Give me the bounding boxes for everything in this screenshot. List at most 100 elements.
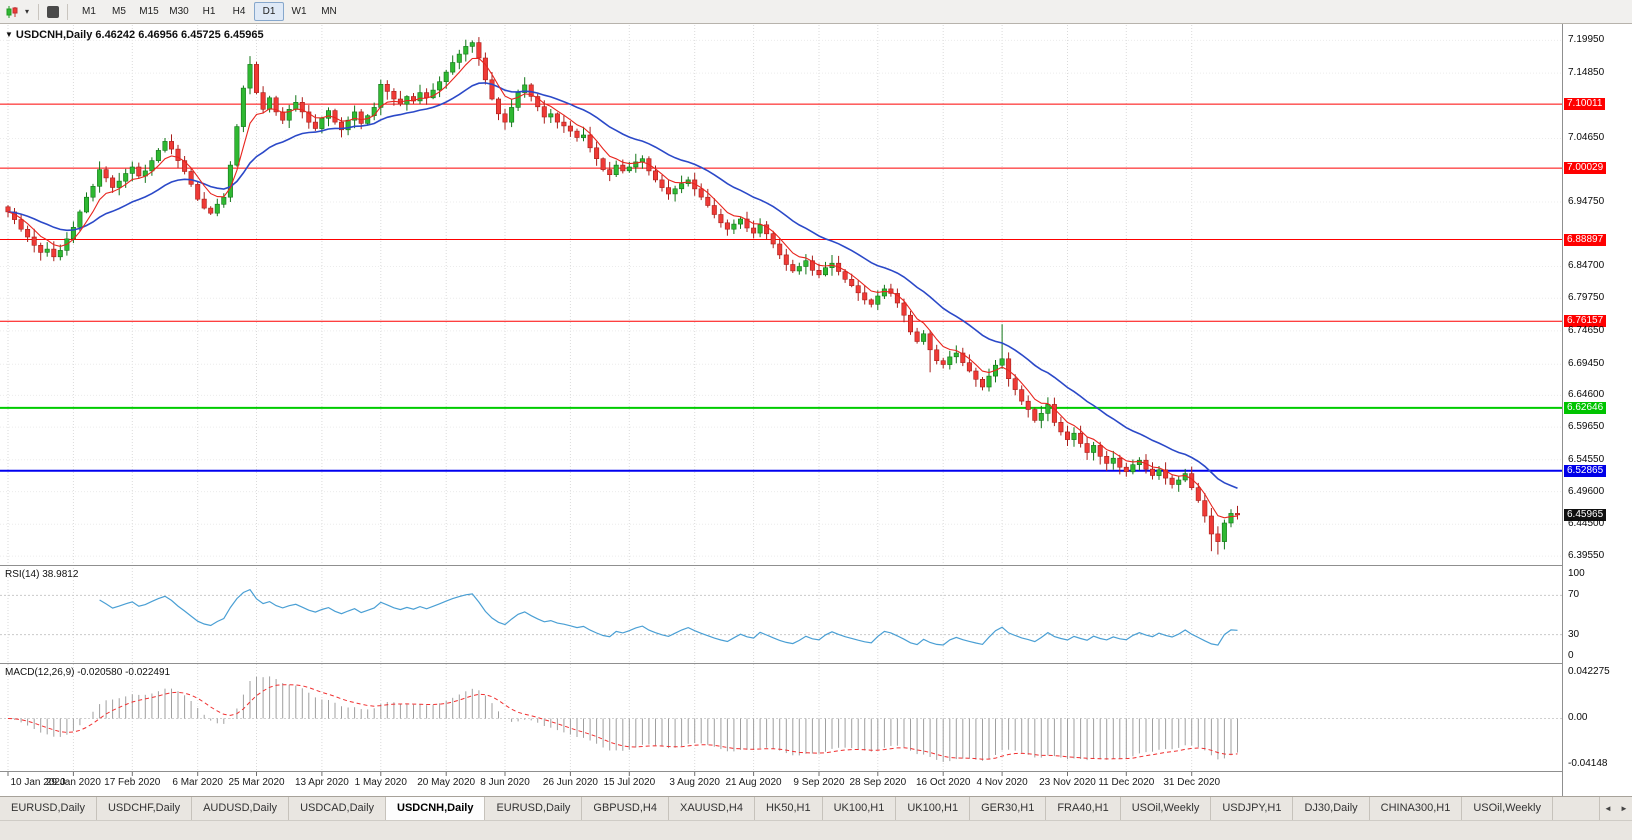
timeframe-button-m15[interactable]: M15 <box>139 6 159 17</box>
chart-symbol-label: USDCNH,Daily <box>15 29 93 41</box>
price-axis-label: 6.94750 <box>1568 195 1605 207</box>
chart-tab[interactable]: HK50,H1 <box>755 797 823 820</box>
date-label: 25 Mar 2020 <box>228 777 285 788</box>
timeframe-buttons: M1 M5 M15 M30 H1 H4 D1 W1 MN <box>74 2 344 21</box>
dropdown-caret-icon[interactable]: ▾ <box>24 7 29 16</box>
price-axis-label: 6.64600 <box>1568 389 1605 401</box>
price-axis-label: 6.39550 <box>1568 550 1605 562</box>
chart-tab[interactable]: USDCNH,Daily <box>386 797 486 820</box>
chart-canvas[interactable] <box>0 0 1632 796</box>
rsi-line <box>99 588 1238 646</box>
date-label: 21 Aug 2020 <box>725 777 782 788</box>
chart-tab[interactable]: CHINA300,H1 <box>1370 797 1463 820</box>
chart-tab[interactable]: USOil,Weekly <box>1121 797 1212 820</box>
bottom-filler <box>0 820 1632 840</box>
time-scale[interactable]: 10 Jan 2020 29 Jan 2020 17 Feb 2020 6 Mar 2… <box>0 772 1562 796</box>
date-label: 28 Sep 2020 <box>849 777 907 788</box>
price-axis-label: 6.52865 <box>1564 464 1607 477</box>
price-axis-label: 6.74650 <box>1568 324 1605 336</box>
price-axis-label: 6.49600 <box>1568 485 1605 497</box>
date-label: 17 Feb 2020 <box>104 777 161 788</box>
timeframe-button-m1[interactable]: M1 <box>82 6 96 17</box>
macd-indicator-label: MACD(12,26,9) -0.020580 -0.022491 <box>5 667 171 678</box>
date-label: 10 Jan 2020 <box>10 777 66 788</box>
price-axis-label: 6.84700 <box>1568 260 1605 272</box>
date-label: 16 Oct 2020 <box>915 777 971 788</box>
date-label: 26 Jun 2020 <box>542 777 598 788</box>
chart-tab[interactable]: DJ30,Daily <box>1293 797 1370 820</box>
price-axis-label: 6.44500 <box>1568 518 1605 530</box>
rsi-axis-label: 100 <box>1568 568 1585 579</box>
chart-tab[interactable]: UK100,H1 <box>896 797 971 820</box>
chart-tab[interactable]: USOil,Weekly <box>1462 797 1553 820</box>
date-label: 15 Jul 2020 <box>603 777 656 788</box>
toolbar-separator <box>67 3 68 20</box>
chart-tab[interactable]: XAUUSD,H4 <box>669 797 755 820</box>
chart-tabbar: EURUSD,Daily USDCHF,Daily AUDUSD,Daily USDC… <box>0 796 1632 820</box>
timeframe-button-h4[interactable]: H4 <box>232 6 246 17</box>
date-label: 20 May 2020 <box>417 777 476 788</box>
timeframe-button-w1[interactable]: W1 <box>291 6 307 17</box>
current-price-label: 6.45965 <box>1564 508 1607 521</box>
date-label: 6 Mar 2020 <box>172 777 223 788</box>
macd-signal-line <box>7 684 1238 760</box>
date-label: 11 Dec 2020 <box>1098 777 1155 788</box>
price-axis-label: 6.88897 <box>1564 233 1607 246</box>
chart-tab[interactable]: UK100,H1 <box>823 797 897 820</box>
price-axis-label: 6.69450 <box>1568 358 1605 370</box>
rsi-indicator-label: RSI(14) 38.9812 <box>5 569 79 580</box>
chart-tab[interactable]: USDCAD,Daily <box>289 797 387 820</box>
ma-fast-line <box>7 57 1238 519</box>
toolbar-separator <box>38 3 39 20</box>
chart-tabs: EURUSD,Daily USDCHF,Daily AUDUSD,Daily USDC… <box>0 797 1632 820</box>
chart-tab[interactable]: EURUSD,Daily <box>485 797 583 820</box>
date-label: 3 Aug 2020 <box>669 777 720 788</box>
macd-histogram <box>14 676 1238 762</box>
candlestick-chart-icon[interactable] <box>4 4 20 20</box>
price-axis-label: 6.54550 <box>1568 453 1605 465</box>
chart-tab[interactable]: USDJPY,H1 <box>1211 797 1294 820</box>
date-label: 9 Sep 2020 <box>793 777 845 788</box>
timeframe-button-m30[interactable]: M30 <box>169 6 189 17</box>
chart-title: ▼ USDCNH,Daily 6.46242 6.46956 6.45725 6.… <box>5 29 264 41</box>
ma-slow-line <box>7 82 1238 489</box>
price-axis-label: 7.14850 <box>1568 67 1605 79</box>
timeframes-toolbar: ▾ M1 M5 M15 M30 H1 H4 D1 W1 MN <box>0 0 1632 24</box>
timeframe-button-h1[interactable]: H1 <box>202 6 216 17</box>
rsi-axis-label: 70 <box>1568 589 1580 601</box>
chart-tab[interactable]: AUDUSD,Daily <box>192 797 290 820</box>
chart-tab[interactable]: EURUSD,Daily <box>0 797 97 820</box>
price-scale[interactable]: 7.19950 7.14850 7.10011 7.04650 7.00029 6.947… <box>1562 24 1632 796</box>
date-label: 1 May 2020 <box>354 777 407 788</box>
timeframe-button-d1[interactable]: D1 <box>254 2 284 21</box>
chart-tab[interactable]: USDCHF,Daily <box>97 797 193 820</box>
chart-ohlc-values: 6.46242 6.46956 6.45725 6.45965 <box>95 29 264 41</box>
chart-tab[interactable]: FRA40,H1 <box>1046 797 1121 820</box>
rsi-axis-label: 0 <box>1568 650 1574 661</box>
chart-tab[interactable]: GBPUSD,H4 <box>582 797 669 820</box>
candlesticks <box>5 37 1241 555</box>
rsi-axis-label: 30 <box>1568 628 1580 640</box>
macd-axis-label: 0.00 <box>1568 712 1588 724</box>
support-resistance-lines <box>0 103 1562 472</box>
date-label: 4 Nov 2020 <box>976 777 1028 788</box>
timeframe-button-m5[interactable]: M5 <box>112 6 126 17</box>
macd-axis-label: -0.04148 <box>1568 758 1608 769</box>
collapse-triangle-icon: ▼ <box>5 30 13 39</box>
price-axis-label: 6.59650 <box>1568 421 1605 433</box>
price-axis-label: 6.62646 <box>1564 401 1607 414</box>
timeframe-button-mn[interactable]: MN <box>321 6 337 17</box>
price-axis-label: 7.19950 <box>1568 34 1605 46</box>
date-label: 31 Dec 2020 <box>1163 777 1221 788</box>
chart-tab[interactable]: GER30,H1 <box>970 797 1047 820</box>
price-axis-label: 7.10011 <box>1564 98 1606 111</box>
tab-scroll-right-icon[interactable]: ► <box>1620 803 1628 813</box>
price-axis-label: 6.76157 <box>1564 315 1607 328</box>
tab-scroll-left-icon[interactable]: ◄ <box>1604 803 1612 813</box>
chart-grid-icon[interactable] <box>45 4 61 20</box>
date-label: 8 Jun 2020 <box>480 777 530 788</box>
tab-scroll-buttons: ◄ ► <box>1599 797 1632 820</box>
date-label: 29 Jan 2020 <box>45 777 101 788</box>
price-axis-label: 7.04650 <box>1568 132 1605 144</box>
